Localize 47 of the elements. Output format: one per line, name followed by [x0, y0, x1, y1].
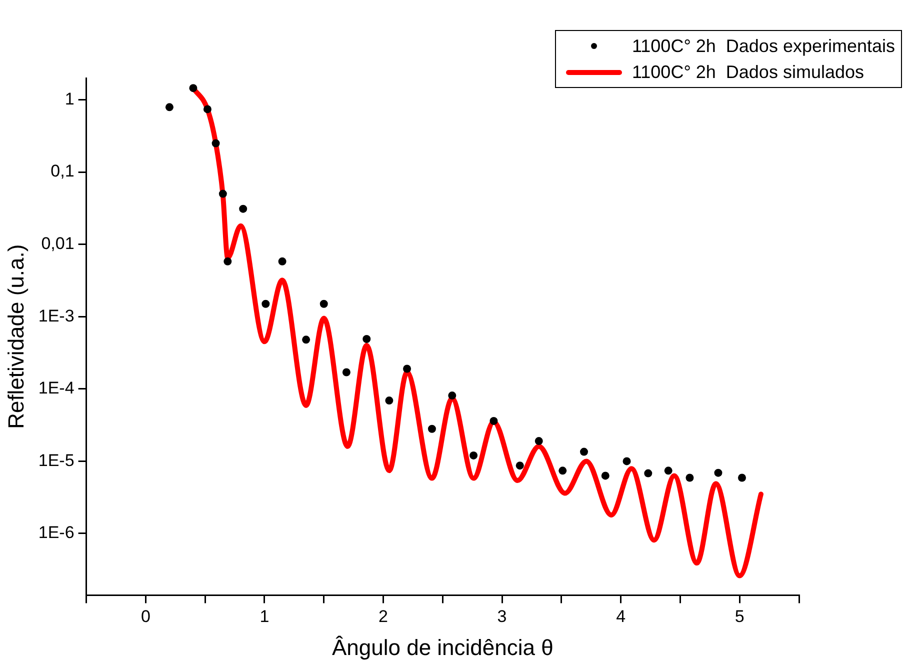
y-tick-label: 0,01 — [41, 234, 74, 254]
point — [714, 468, 722, 477]
x-tick-label: 3 — [497, 607, 507, 626]
y-tick-label: 1 — [64, 89, 74, 108]
x-axis-title: Ângulo de incidência θ — [332, 634, 554, 660]
point — [278, 257, 286, 266]
point — [580, 448, 588, 456]
point — [165, 103, 174, 112]
y-tick-label: 0,1 — [50, 162, 74, 181]
point — [203, 105, 212, 114]
point — [302, 336, 310, 344]
point — [534, 437, 543, 446]
y-axis-title: Refletividade (u.a.) — [3, 244, 28, 429]
x-tick-label: 0 — [140, 607, 150, 626]
point — [686, 474, 694, 482]
point — [644, 469, 652, 478]
point — [239, 204, 248, 213]
point — [664, 466, 672, 475]
y-tick-label: 1E-5 — [38, 450, 74, 470]
point — [342, 368, 350, 376]
y-tick-label: 1E-3 — [38, 306, 74, 326]
point — [189, 84, 198, 92]
point — [362, 335, 371, 344]
point — [385, 396, 394, 405]
point — [601, 472, 610, 480]
point — [403, 364, 412, 373]
point — [212, 139, 220, 148]
point — [428, 424, 436, 433]
x-tick-label: 2 — [378, 607, 388, 626]
legend-label: 1100C° 2h Dados experimentais — [632, 36, 895, 56]
point — [490, 416, 498, 425]
legend-label: 1100C° 2h Dados simulados — [632, 62, 864, 82]
point — [470, 451, 478, 460]
point — [224, 257, 232, 266]
point — [320, 300, 328, 308]
y-tick-label: 1E-6 — [38, 523, 74, 542]
point — [448, 392, 456, 400]
point — [738, 474, 746, 482]
x-tick-label: 4 — [616, 607, 626, 626]
point — [622, 457, 631, 466]
x-tick-label: 1 — [260, 607, 270, 626]
y-tick-label: 1E-4 — [38, 378, 74, 398]
point — [262, 300, 270, 308]
x-tick-label: 5 — [734, 607, 744, 626]
point — [218, 190, 227, 198]
point — [558, 466, 567, 475]
point — [516, 462, 524, 470]
